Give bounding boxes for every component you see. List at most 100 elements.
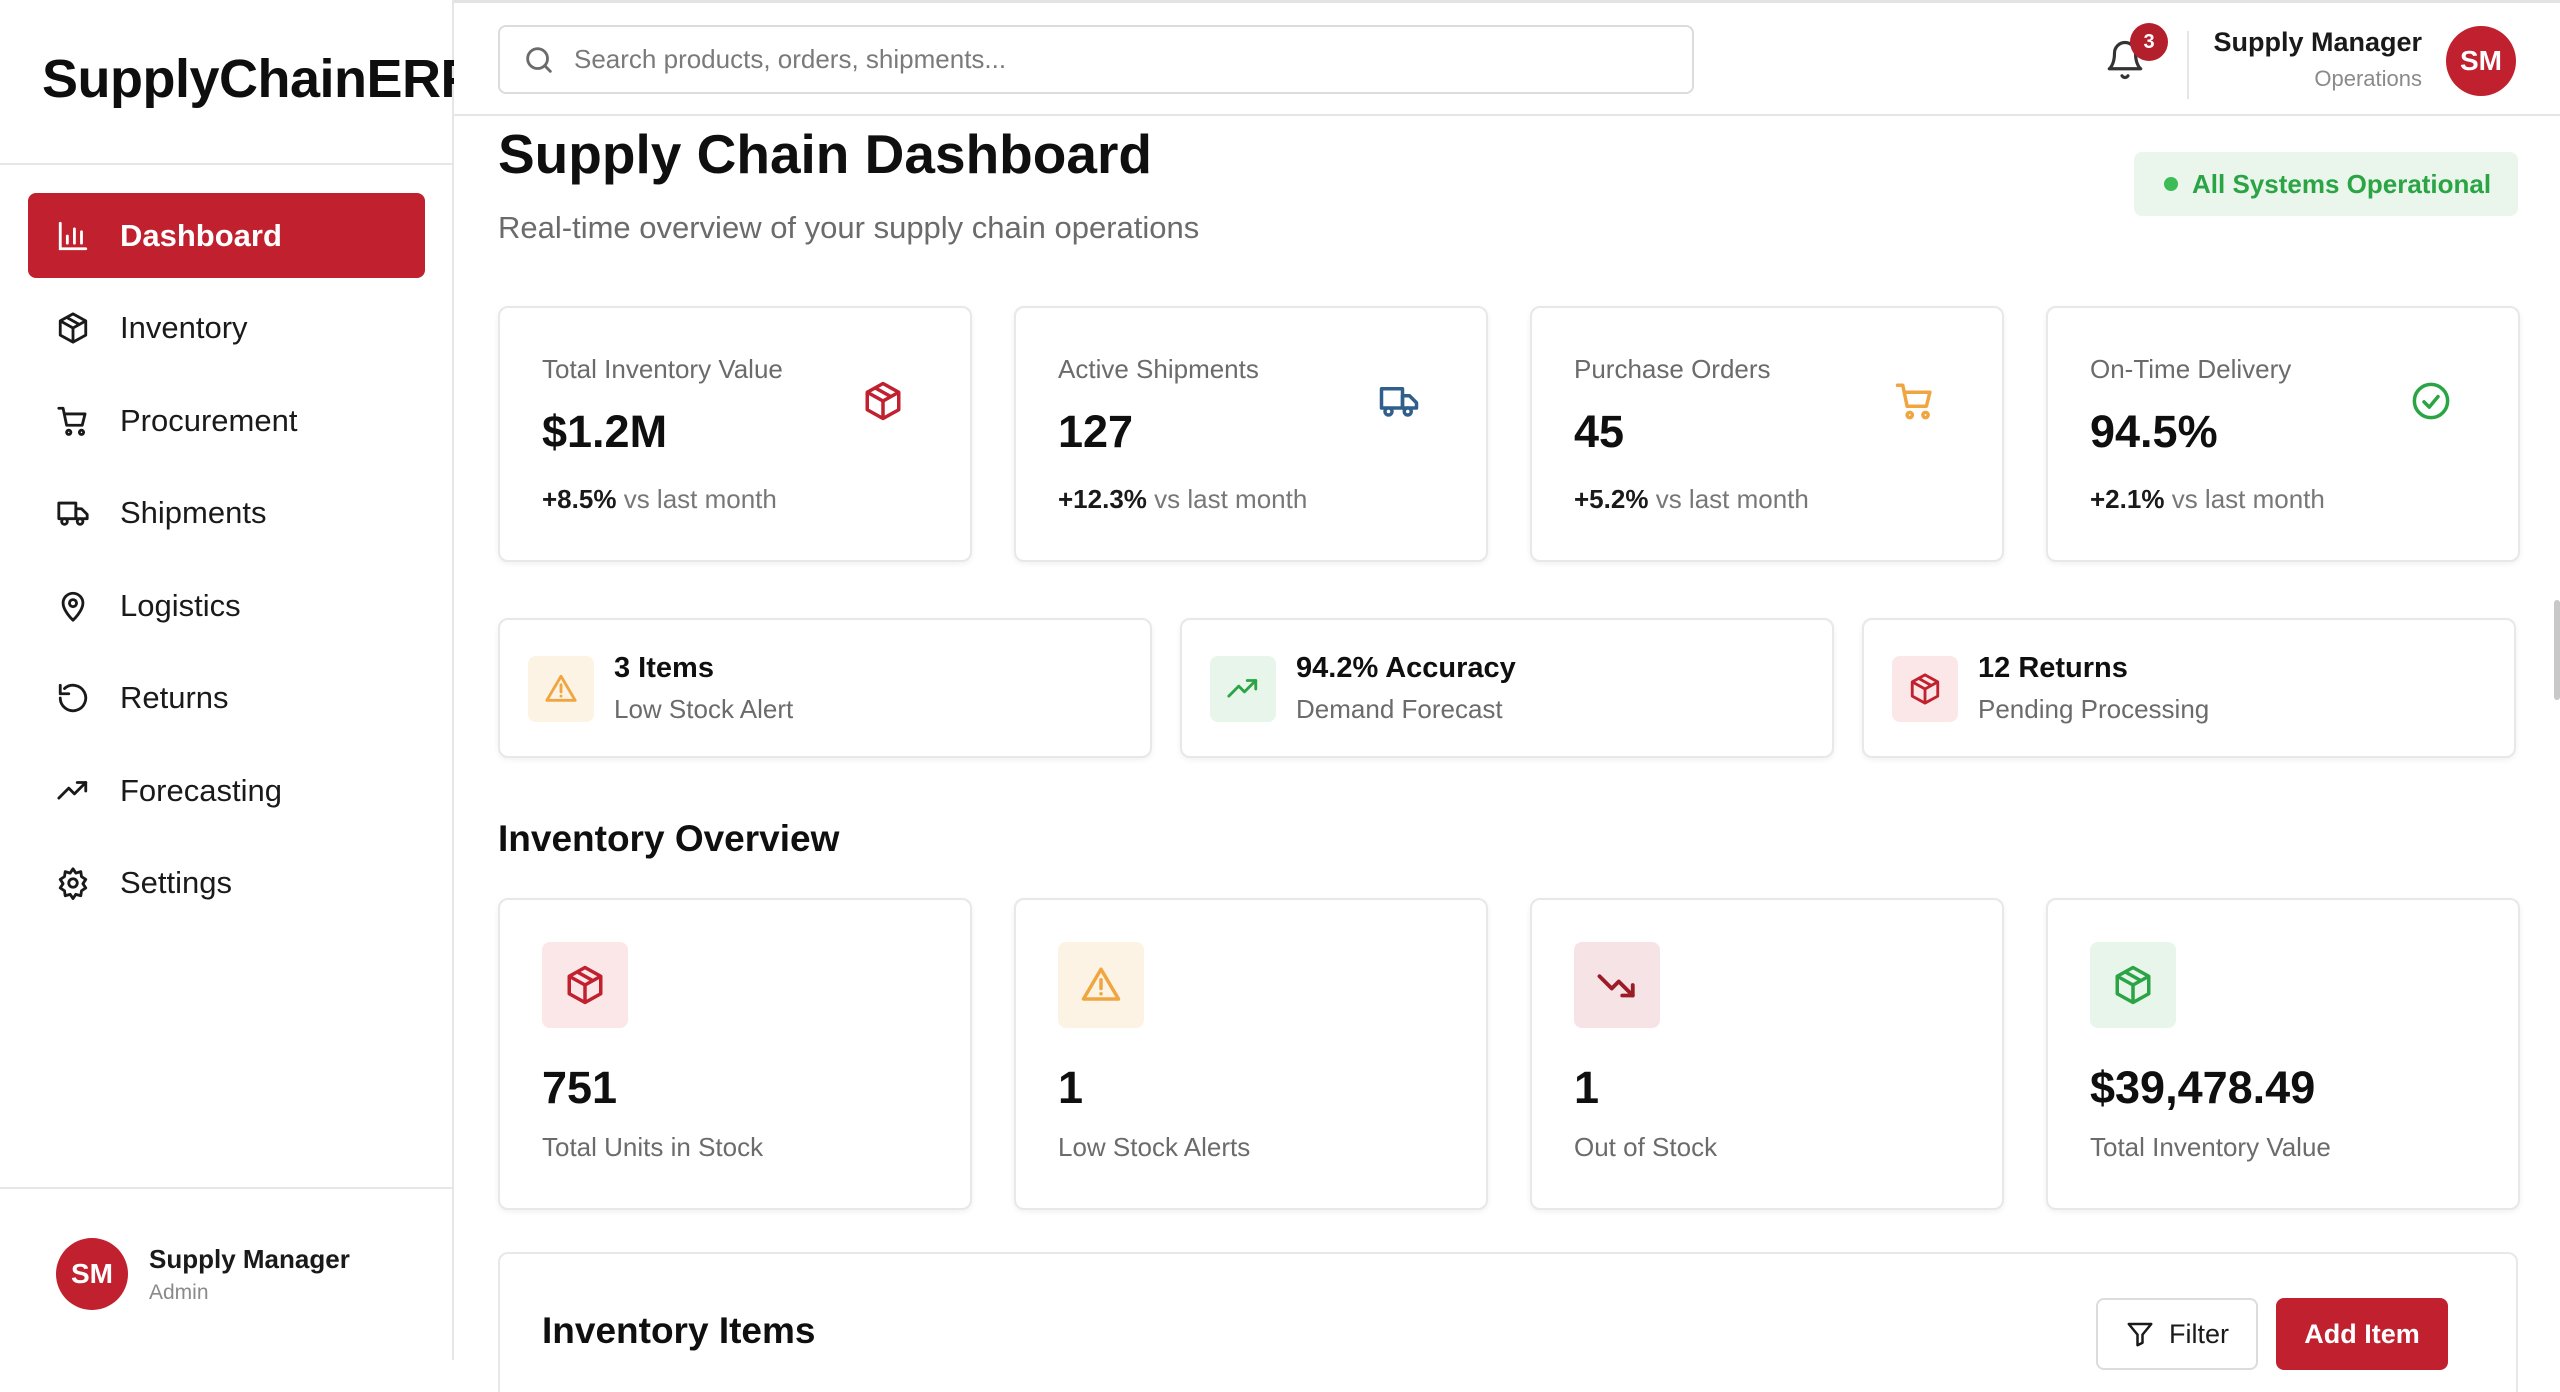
kpi-change-suffix: vs last month — [1154, 484, 1308, 514]
sidebar-item-procurement[interactable]: Procurement — [28, 378, 425, 463]
search-input[interactable] — [574, 44, 1674, 75]
inventory-value: 1 — [1574, 1062, 1600, 1113]
sidebar-item-settings[interactable]: Settings — [28, 841, 425, 926]
search-box[interactable] — [498, 25, 1694, 94]
filter-button[interactable]: Filter — [2096, 1298, 2258, 1370]
kpi-change: +8.5% vs last month — [542, 484, 777, 515]
inventory-value: 1 — [1058, 1062, 1084, 1113]
kpi-card-purchase-orders: Purchase Orders 45 +5.2% vs last month — [1530, 306, 2004, 562]
inventory-label: Total Units in Stock — [542, 1132, 764, 1162]
status-text: All Systems Operational — [2192, 168, 2492, 199]
app-logo: SupplyChainERP — [42, 49, 477, 109]
sidebar-item-label: Logistics — [120, 587, 241, 623]
kpi-change: +2.1% vs last month — [2090, 484, 2325, 515]
kpi-change-suffix: vs last month — [1655, 484, 1809, 514]
alert-title: 3 Items — [614, 652, 714, 684]
inventory-value: 751 — [542, 1062, 618, 1113]
trending-up-icon — [56, 774, 90, 808]
user-role: Operations — [2314, 66, 2422, 91]
sidebar-item-forecasting[interactable]: Forecasting — [28, 748, 425, 833]
panel-title: Inventory Items — [542, 1310, 816, 1351]
user-name: Supply Manager — [149, 1243, 350, 1274]
user-role: Admin — [149, 1280, 209, 1304]
kpi-change-suffix: vs last month — [2171, 484, 2325, 514]
cart-icon — [56, 404, 90, 438]
alert-card-returns[interactable]: 12 Returns Pending Processing — [1862, 618, 2516, 758]
kpi-value: 45 — [1574, 406, 1625, 457]
sidebar-item-label: Returns — [120, 680, 229, 715]
truck-icon — [1378, 380, 1420, 422]
sidebar-item-label: Procurement — [120, 402, 298, 438]
package-icon — [862, 380, 904, 422]
package-icon — [1892, 656, 1958, 722]
filter-button-label: Filter — [2169, 1318, 2229, 1349]
kpi-label: Active Shipments — [1058, 354, 1259, 384]
package-icon — [2090, 942, 2176, 1028]
bell-icon[interactable] — [2104, 39, 2146, 81]
sidebar: SupplyChainERP Dashboard Inventory Procu… — [0, 0, 477, 1360]
notification-badge: 3 — [2130, 23, 2168, 61]
alert-title: 12 Returns — [1978, 652, 2128, 684]
kpi-card-inventory-value: Total Inventory Value $1.2M +8.5% vs las… — [498, 306, 972, 562]
kpi-value: 94.5% — [2090, 406, 2218, 457]
user-name: Supply Manager — [2213, 27, 2422, 57]
package-icon — [542, 942, 628, 1028]
filter-icon — [2127, 1322, 2153, 1347]
inventory-value: $39,478.49 — [2090, 1062, 2316, 1113]
kpi-change-value: +5.2% — [1574, 484, 1649, 514]
inventory-label: Total Inventory Value — [2090, 1132, 2331, 1162]
rotate-ccw-icon — [56, 681, 90, 715]
kpi-label: Total Inventory Value — [542, 354, 783, 384]
kpi-change-suffix: vs last month — [623, 484, 777, 514]
sidebar-item-logistics[interactable]: Logistics — [28, 563, 425, 648]
sidebar-user-profile[interactable]: SM Supply Manager Admin — [56, 1238, 350, 1310]
trending-up-icon — [1210, 656, 1276, 722]
add-item-button[interactable]: Add Item — [2276, 1298, 2448, 1370]
sidebar-nav: Dashboard Inventory Procurement Shipment… — [28, 193, 425, 933]
sidebar-item-dashboard[interactable]: Dashboard — [28, 193, 425, 278]
sidebar-item-label: Forecasting — [120, 772, 282, 808]
page-subtitle: Real-time overview of your supply chain … — [498, 210, 1200, 245]
header-user-info[interactable]: Supply Manager Operations — [2213, 27, 2422, 92]
kpi-change-value: +12.3% — [1058, 484, 1147, 514]
scrollbar-thumb[interactable] — [2554, 600, 2560, 700]
sidebar-item-returns[interactable]: Returns — [28, 656, 425, 741]
status-badge: All Systems Operational — [2134, 152, 2518, 216]
sidebar-item-inventory[interactable]: Inventory — [28, 286, 425, 371]
cart-icon — [1894, 380, 1936, 422]
warning-icon — [528, 656, 594, 722]
sidebar-item-label: Shipments — [120, 495, 267, 530]
package-icon — [56, 311, 90, 345]
gear-icon — [56, 866, 90, 900]
truck-icon — [56, 496, 90, 530]
kpi-label: Purchase Orders — [1574, 354, 1771, 384]
status-dot — [2164, 177, 2178, 191]
kpi-value: $1.2M — [542, 406, 668, 457]
bar-chart-icon — [56, 219, 90, 253]
kpi-change: +5.2% vs last month — [1574, 484, 1809, 515]
alert-subtitle: Demand Forecast — [1296, 694, 1503, 724]
alert-card-demand-forecast[interactable]: 94.2% Accuracy Demand Forecast — [1180, 618, 1834, 758]
search-icon — [522, 43, 556, 77]
kpi-card-on-time-delivery: On-Time Delivery 94.5% +2.1% vs last mon… — [2046, 306, 2520, 562]
inventory-label: Low Stock Alerts — [1058, 1132, 1251, 1162]
alert-card-low-stock[interactable]: 3 Items Low Stock Alert — [498, 618, 1152, 758]
sidebar-divider — [0, 163, 452, 165]
inventory-card-total-value: $39,478.49 Total Inventory Value — [2046, 898, 2520, 1210]
top-bar: 3 Supply Manager Operations SM — [454, 0, 2560, 116]
kpi-change: +12.3% vs last month — [1058, 484, 1307, 515]
kpi-label: On-Time Delivery — [2090, 354, 2292, 384]
sidebar-item-label: Settings — [120, 865, 233, 900]
kpi-card-active-shipments: Active Shipments 127 +12.3% vs last mont… — [1014, 306, 1488, 562]
kpi-value: 127 — [1058, 406, 1134, 457]
header-divider — [2187, 31, 2189, 99]
kpi-change-value: +8.5% — [542, 484, 617, 514]
main-content: Supply Chain Dashboard Real-time overvie… — [454, 116, 2560, 1392]
sidebar-item-label: Dashboard — [120, 217, 282, 253]
sidebar-item-label: Inventory — [120, 310, 248, 345]
map-pin-icon — [56, 589, 90, 623]
alert-title: 94.2% Accuracy — [1296, 652, 1516, 684]
sidebar-divider — [0, 1187, 452, 1189]
sidebar-item-shipments[interactable]: Shipments — [28, 471, 425, 556]
avatar[interactable]: SM — [2446, 26, 2516, 96]
